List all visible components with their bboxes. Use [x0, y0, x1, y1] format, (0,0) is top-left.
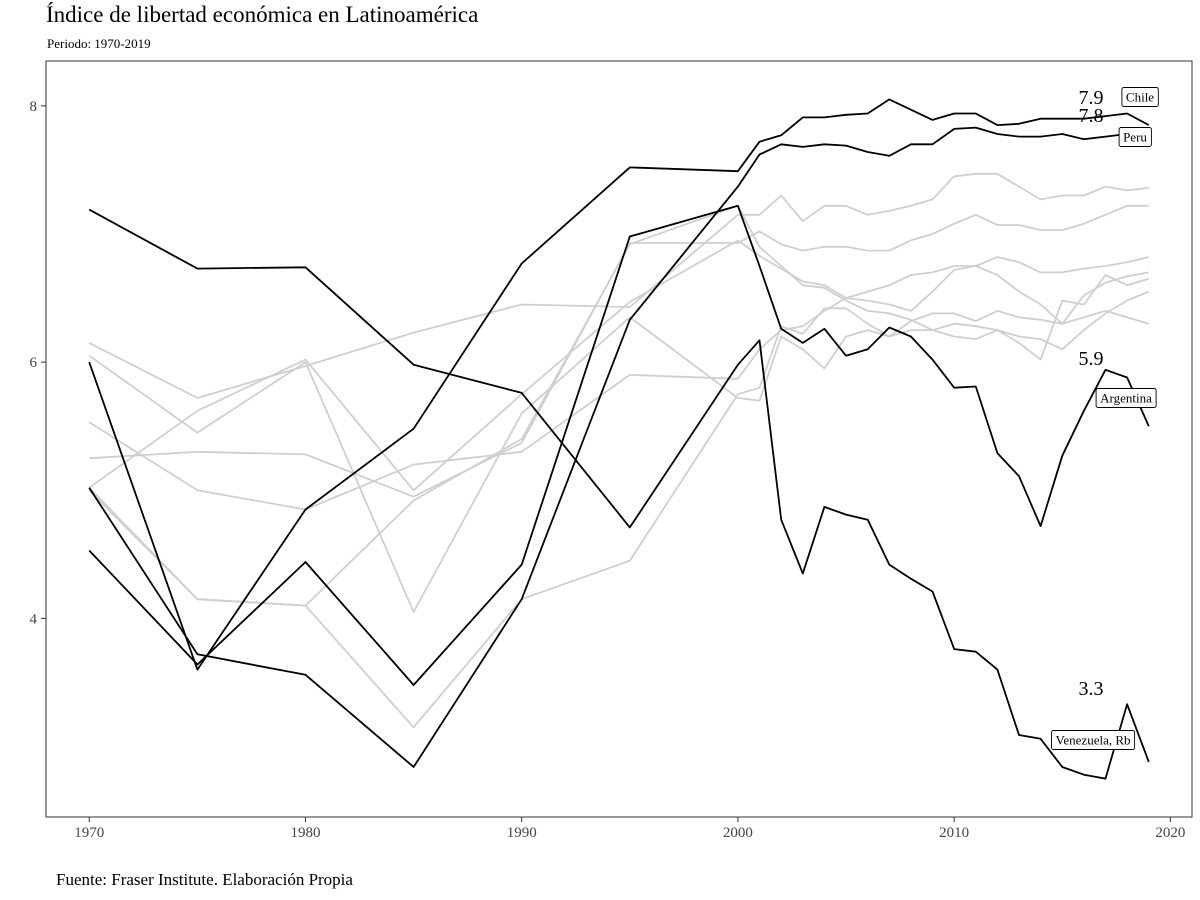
background-series-line-7	[88, 204, 1150, 607]
y-tick-label: 8	[30, 99, 38, 115]
series-label-box	[1051, 730, 1136, 750]
chart-subtitle: Periodo: 1970-2019	[47, 36, 151, 51]
series-label-text: Chile	[1126, 90, 1154, 105]
x-axis: 1970 1980 1990 2000 2010 2020	[74, 817, 1185, 841]
x-tick-label: 1980	[290, 825, 320, 841]
background-series-group	[88, 172, 1150, 729]
series-line-argentina	[88, 204, 1150, 686]
series-label-box	[1121, 87, 1159, 107]
y-tick-label: 4	[30, 611, 38, 627]
background-series-line-6	[88, 274, 1150, 613]
series-line-chile	[88, 98, 1150, 671]
end-annotations: 7.9 Chile 7.8 Peru 5.9 Argentina 3.3 Venezuela,…	[1051, 87, 1159, 750]
series-label-venezuela-rb: Venezuela, Rb	[1051, 730, 1136, 750]
series-label-text: Venezuela, Rb	[1055, 733, 1130, 748]
series-label-text: Peru	[1123, 130, 1147, 145]
x-tick-label: 2020	[1155, 825, 1185, 841]
x-tick-label: 1970	[74, 825, 104, 841]
series-label-box	[1095, 388, 1157, 408]
end-value-argentina: 5.9	[1079, 348, 1104, 370]
x-tick-label: 1990	[507, 825, 537, 841]
background-series-line-5	[88, 307, 1150, 729]
series-line-venezuela-rb	[88, 208, 1150, 780]
highlighted-series-group	[88, 98, 1150, 780]
end-value-venezuela-rb: 3.3	[1079, 678, 1104, 700]
source-caption: Fuente: Fraser Institute. Elaboración Pr…	[56, 870, 353, 889]
chart-title: Índice de libertad económica en Latinoam…	[46, 2, 479, 27]
series-label-box	[1118, 127, 1152, 147]
y-axis: 4 6 8	[30, 99, 46, 627]
plot-panel	[45, 60, 1193, 818]
series-label-argentina: Argentina	[1095, 388, 1157, 408]
x-tick-label: 2000	[723, 825, 753, 841]
end-value-chile: 7.9	[1079, 87, 1104, 109]
background-series-line-4	[88, 256, 1150, 511]
background-series-line-3	[88, 239, 1149, 492]
background-series-line-2	[89, 204, 1149, 498]
series-label-chile: Chile	[1121, 87, 1159, 107]
background-series-line-1	[88, 172, 1149, 399]
line-chart: 1970 1980 1990 2000 2010 2020 4 6 8 7.9 Chile 7.8…	[30, 60, 1193, 841]
x-tick-label: 2010	[939, 825, 969, 841]
y-tick-label: 6	[30, 355, 38, 371]
series-label-text: Argentina	[1100, 391, 1152, 406]
series-line-peru	[88, 126, 1149, 768]
series-label-peru: Peru	[1118, 127, 1152, 147]
end-value-peru: 7.8	[1079, 105, 1104, 127]
